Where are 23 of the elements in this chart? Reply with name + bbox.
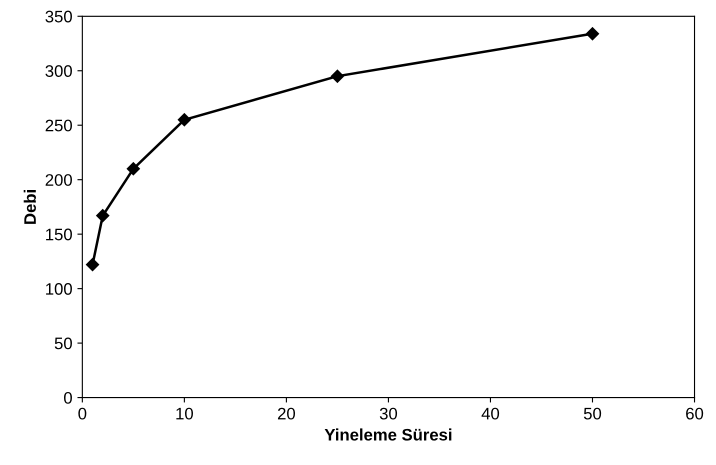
x-tick-label: 0 — [78, 408, 86, 420]
y-axis-title: Debi — [24, 190, 36, 224]
point — [86, 258, 100, 272]
point — [586, 27, 600, 40]
x-tick-label: 20 — [278, 408, 296, 420]
x-axis-title: Yineleme Süresi — [324, 428, 452, 441]
y-tick-label: 200 — [46, 174, 72, 186]
y-tick-label: 350 — [45, 10, 72, 22]
x-tick-label: 10 — [176, 408, 193, 420]
x-tick-label: 40 — [482, 408, 500, 420]
y-tick-label: 300 — [45, 65, 72, 77]
x-tick-label: 30 — [380, 408, 398, 420]
y-tick-label: 50 — [54, 338, 72, 350]
y-tick-label: 250 — [46, 120, 72, 132]
y-tick-label: 100 — [46, 283, 72, 295]
point — [330, 70, 344, 83]
point — [178, 113, 191, 126]
point — [96, 209, 110, 222]
y-tick-label: 0 — [64, 392, 72, 404]
x-tick-label: 60 — [686, 408, 704, 420]
point — [126, 162, 140, 176]
y-tick-label: 150 — [46, 228, 72, 240]
x-tick-label: 50 — [584, 408, 602, 420]
